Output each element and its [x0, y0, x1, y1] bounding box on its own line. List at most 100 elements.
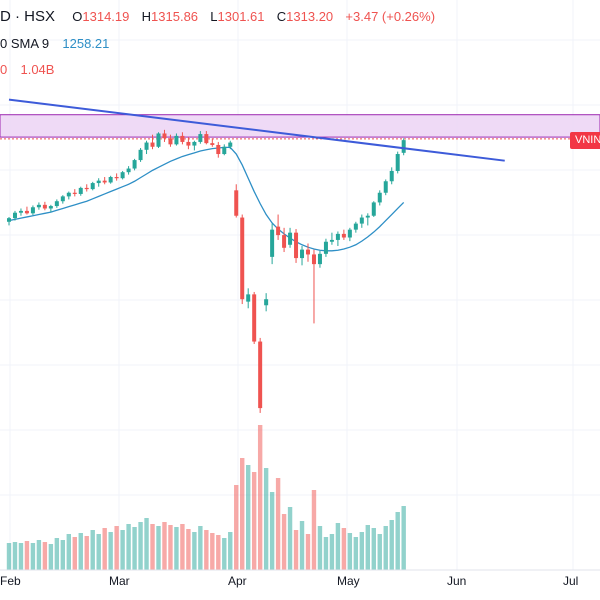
candle [186, 137, 191, 150]
close-value: 1313.20 [286, 9, 334, 24]
candle-body [353, 223, 358, 230]
candle [311, 249, 316, 324]
candle [120, 170, 125, 180]
candle-body [42, 204, 47, 209]
volume-bar [84, 536, 89, 570]
x-tick-jun: Jun [447, 574, 467, 588]
x-tick-mar: Mar [109, 574, 130, 588]
volume-bar [228, 532, 233, 570]
candle [270, 223, 275, 265]
volume-bar [18, 543, 24, 570]
trendline[interactable] [8, 98, 505, 162]
high-key: H [141, 9, 152, 24]
symbol-legend: D · HSX O1314.19 H1315.86 L1301.61 C1313… [0, 8, 435, 26]
volume-bar [246, 465, 251, 570]
volume-bar [305, 534, 311, 570]
candle-body [144, 142, 149, 150]
candle [258, 337, 263, 413]
candle-body [294, 232, 299, 259]
candle [323, 238, 328, 257]
volume-bar [96, 534, 101, 570]
candle-body [192, 141, 197, 146]
candle-body [252, 294, 257, 342]
volume-bars [6, 425, 406, 570]
volume-bar [132, 527, 137, 570]
candle-body [72, 192, 77, 194]
volume-bar [234, 485, 239, 570]
sma-legend[interactable]: 0 SMA 9 1258.21 [0, 35, 109, 53]
volume-bar [365, 525, 370, 570]
candle-body [96, 180, 101, 184]
candle-body [395, 154, 400, 171]
volume-bar [216, 535, 221, 570]
volume-prefix: 0 [0, 62, 8, 77]
candle-body [90, 183, 95, 190]
volume-bar [377, 534, 382, 570]
candle [264, 293, 269, 312]
candle-body [228, 142, 233, 147]
candle-body [371, 202, 376, 216]
volume-bar [24, 541, 30, 570]
candle-body [311, 254, 316, 265]
candle-body [383, 181, 388, 193]
candle-body [401, 140, 406, 153]
candle-body [210, 143, 215, 145]
candle-body [216, 144, 221, 155]
volume-bar [293, 530, 299, 570]
candle-body [48, 206, 53, 209]
candle [365, 213, 370, 226]
candle-body [234, 190, 239, 216]
candlesticks [7, 129, 406, 413]
volume-bar [90, 530, 95, 570]
volume-bar [114, 526, 119, 570]
candle-body [108, 177, 113, 183]
volume-bar [66, 534, 71, 570]
volume-bar [168, 525, 173, 570]
sma-label: 0 SMA 9 [0, 36, 50, 51]
candle [48, 204, 53, 213]
candle [371, 201, 376, 217]
volume-bar [317, 526, 323, 570]
volume-legend[interactable]: 0 1.04B [0, 61, 54, 79]
volume-bar [60, 540, 66, 570]
candle-body [78, 187, 83, 194]
candle [162, 129, 167, 142]
high-value: 1315.86 [151, 9, 199, 24]
volume-bar [42, 542, 48, 570]
candle [216, 141, 221, 158]
candle-body [270, 229, 275, 257]
candle-body [7, 218, 11, 222]
volume-bar [198, 526, 203, 570]
low-key: L [210, 9, 218, 24]
volume-bar [359, 532, 365, 570]
volume-bar [401, 506, 406, 570]
volume-bar [192, 532, 197, 570]
candle [36, 202, 41, 210]
candle-body [240, 217, 245, 300]
volume-bar [144, 518, 149, 570]
last-price-tag: VNIN [570, 132, 600, 149]
volume-bar [210, 533, 215, 570]
volume-bar [156, 526, 161, 570]
candle [359, 214, 364, 228]
candle [150, 134, 155, 150]
close-key: C [276, 9, 287, 24]
candle-body [300, 249, 305, 259]
candle [168, 134, 173, 147]
volume-bar [257, 425, 263, 570]
symbol-title[interactable]: D · HSX [0, 8, 56, 25]
candle-body [246, 294, 251, 302]
candle-body [102, 180, 107, 183]
candle-body [276, 226, 281, 236]
candle [401, 138, 406, 156]
change-value: +3.47 (+0.26%) [345, 9, 436, 24]
candle [335, 231, 340, 246]
candle [252, 291, 257, 344]
candle [341, 229, 346, 240]
candle-body [162, 133, 167, 139]
volume-bar [269, 492, 275, 570]
candle [90, 181, 95, 191]
candle [383, 179, 388, 196]
candle [180, 132, 185, 145]
